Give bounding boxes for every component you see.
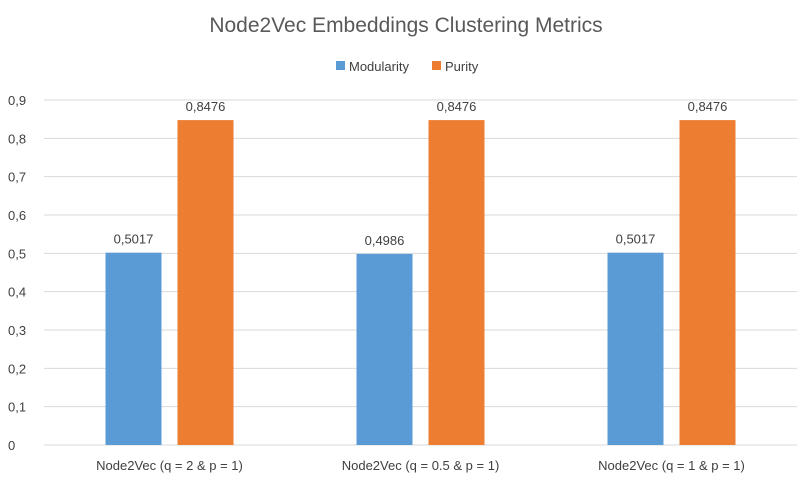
legend-label-purity: Purity (445, 59, 479, 74)
y-tick-label: 0,1 (8, 400, 26, 415)
bar-modularity-3 (607, 252, 664, 445)
y-tick-label: 0,9 (8, 93, 26, 108)
gridlines (44, 99, 797, 446)
x-category-label: Node2Vec (q = 1 & p = 1) (598, 458, 745, 473)
y-tick-label: 0,6 (8, 208, 26, 223)
bar-purity-2 (428, 120, 485, 445)
legend-swatch-purity (432, 61, 441, 70)
y-tick-label: 0,8 (8, 131, 26, 146)
data-label-purity-2: 0,8476 (437, 99, 477, 114)
y-tick-label: 0,2 (8, 361, 26, 376)
legend-swatch-modularity (336, 61, 345, 70)
x-axis-category-labels: Node2Vec (q = 2 & p = 1) Node2Vec (q = 0.… (96, 458, 745, 473)
chart-title: Node2Vec Embeddings Clustering Metrics (209, 14, 602, 37)
data-labels: 0,5017 0,8476 0,4986 0,8476 0,5017 0,8476 (114, 99, 728, 248)
legend-label-modularity: Modularity (349, 59, 409, 74)
bar-purity-3 (679, 120, 736, 445)
bar-purity-1 (177, 120, 234, 445)
data-label-modularity-2: 0,4986 (365, 233, 405, 248)
y-axis-tick-labels: 0 0,1 0,2 0,3 0,4 0,5 0,6 0,7 0,8 0,9 (8, 93, 26, 453)
legend: Modularity Purity (336, 59, 479, 74)
x-category-label: Node2Vec (q = 0.5 & p = 1) (342, 458, 500, 473)
data-label-purity-1: 0,8476 (186, 99, 226, 114)
data-label-modularity-1: 0,5017 (114, 232, 154, 247)
data-label-purity-3: 0,8476 (688, 99, 728, 114)
y-tick-label: 0,4 (8, 285, 26, 300)
data-label-modularity-3: 0,5017 (616, 232, 656, 247)
y-tick-label: 0 (8, 438, 15, 453)
bar-modularity-2 (356, 253, 413, 445)
y-tick-label: 0,3 (8, 323, 26, 338)
bar-modularity-1 (105, 252, 162, 445)
y-tick-label: 0,7 (8, 170, 26, 185)
y-tick-label: 0,5 (8, 246, 26, 261)
bars (105, 120, 736, 445)
x-category-label: Node2Vec (q = 2 & p = 1) (96, 458, 243, 473)
